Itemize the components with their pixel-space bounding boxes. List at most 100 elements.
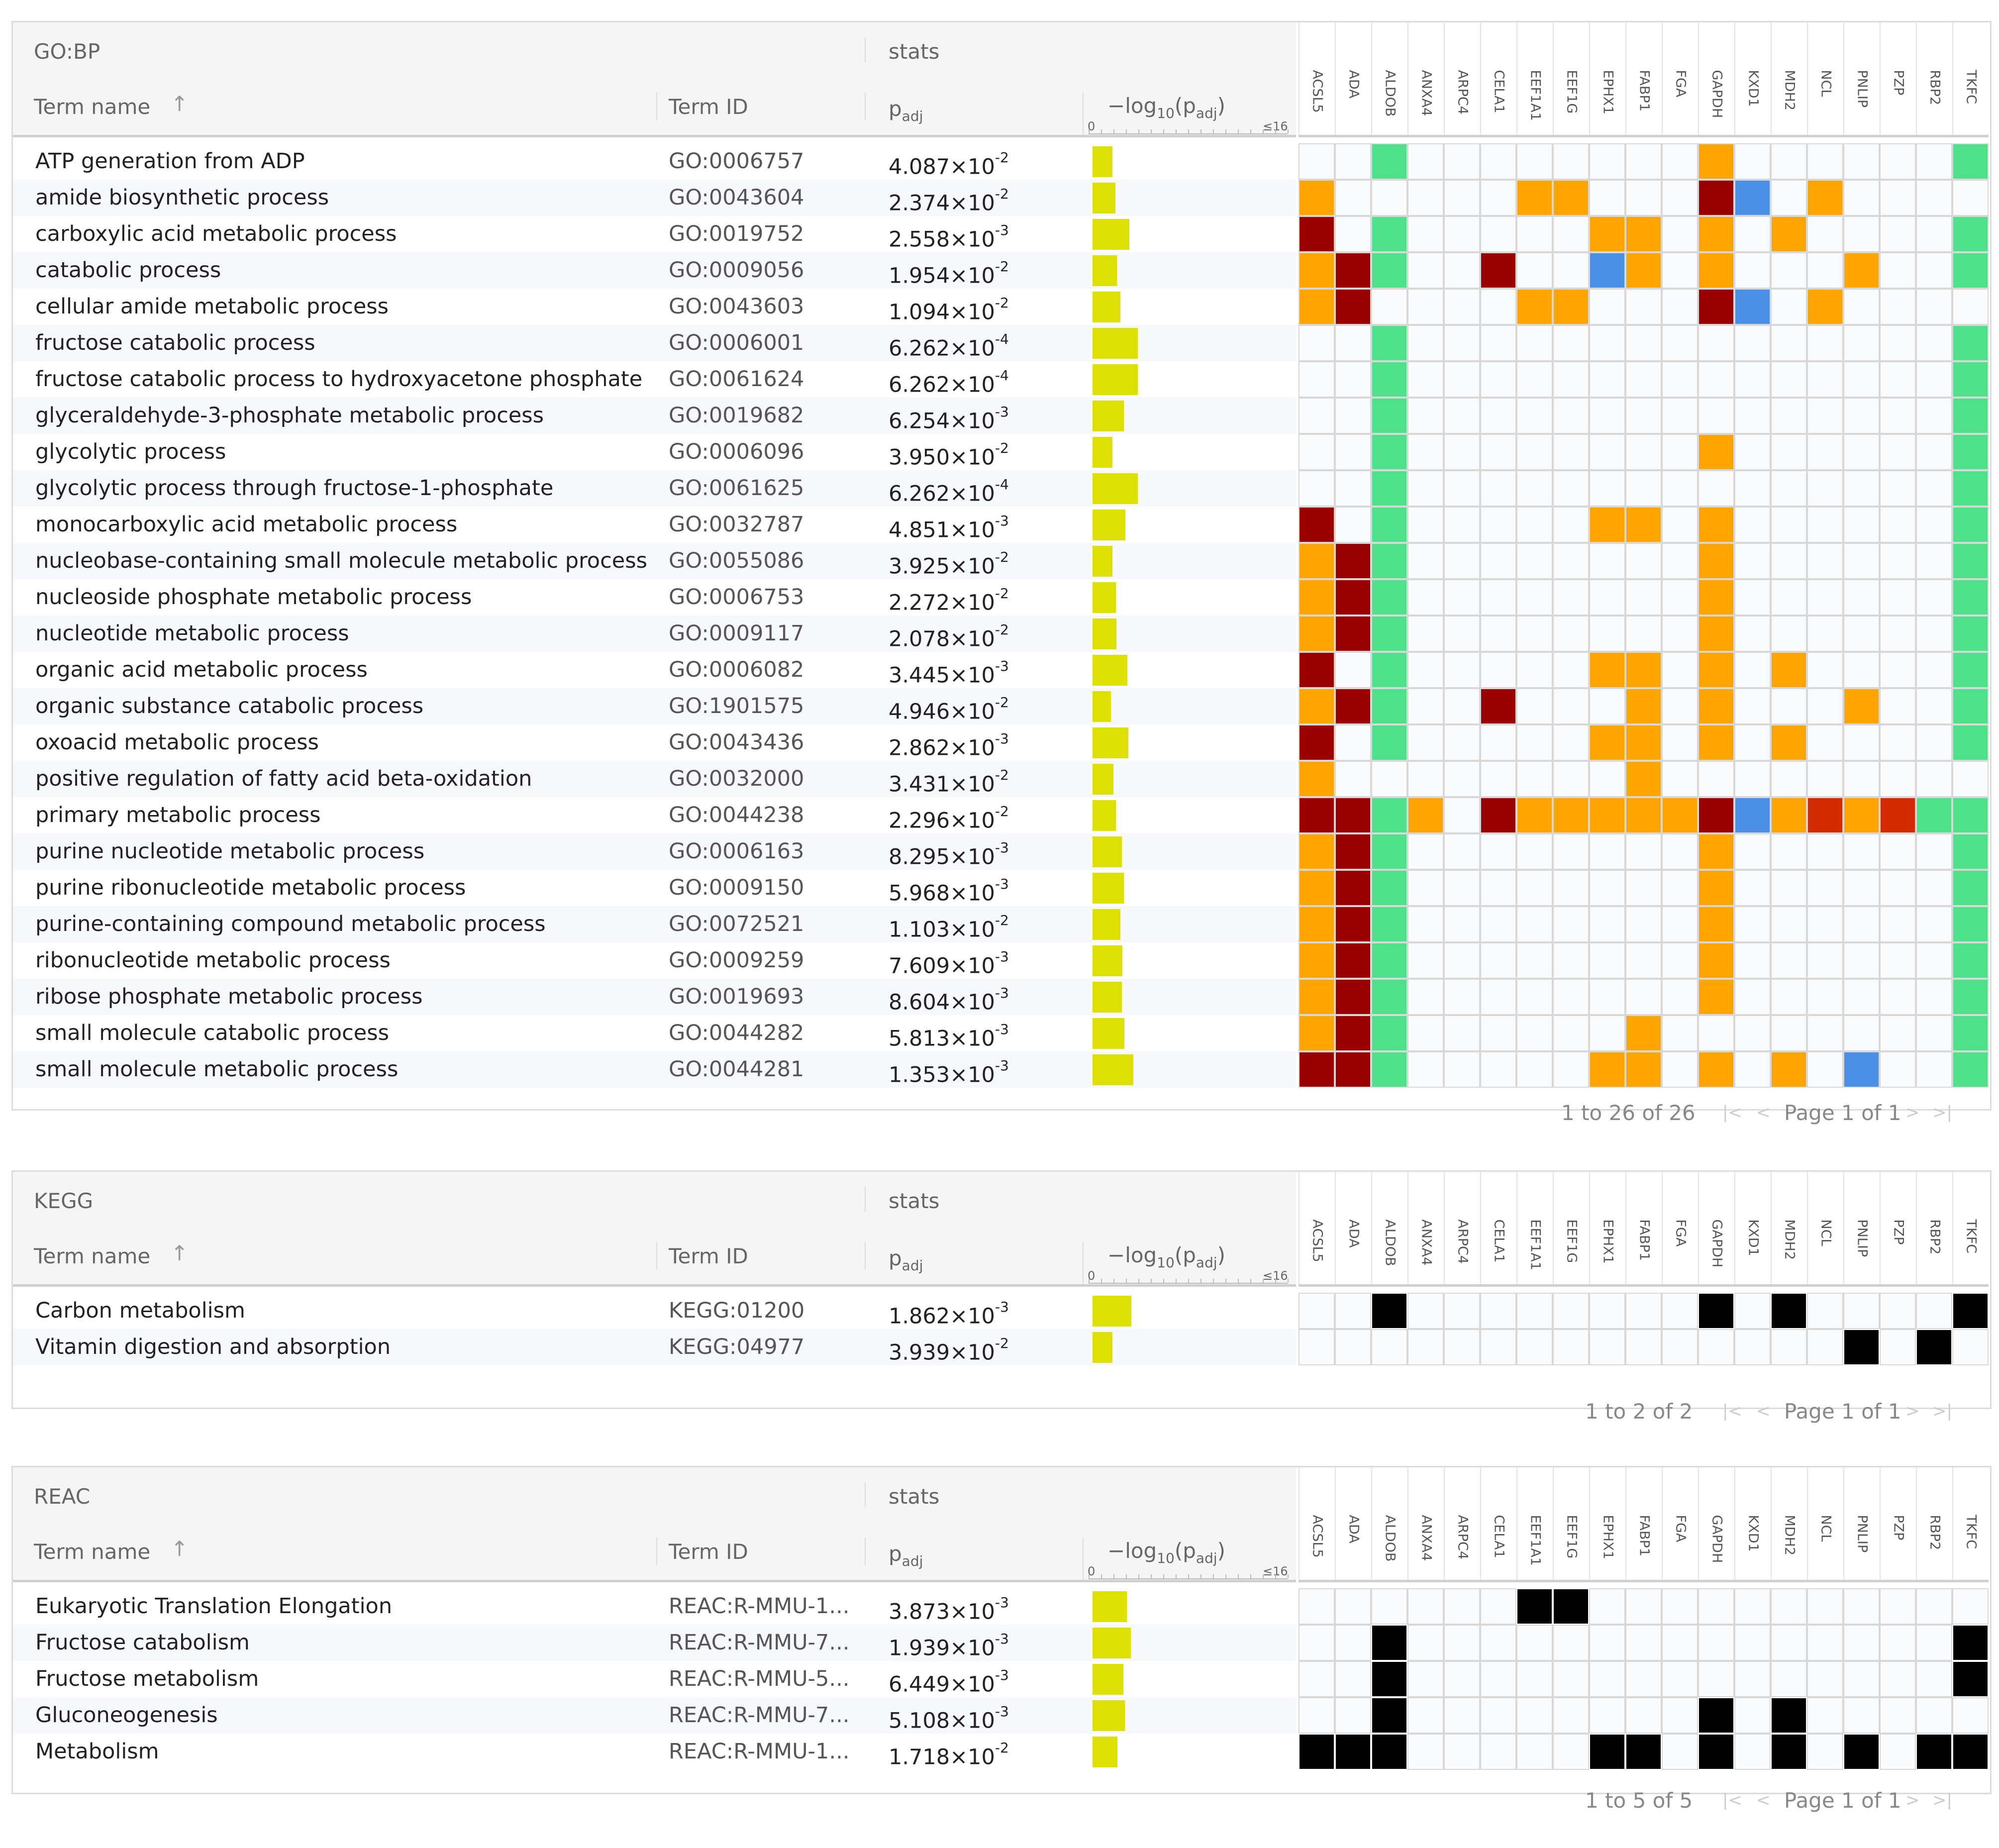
gene-cell-cela1[interactable]	[1480, 398, 1516, 434]
gene-cell-fabp1[interactable]	[1625, 942, 1662, 979]
gene-cell-fabp1[interactable]	[1625, 688, 1662, 724]
gene-cell-ephx1[interactable]	[1589, 761, 1625, 797]
gene-cell-cela1[interactable]	[1480, 688, 1516, 724]
table-row[interactable]: positive regulation of fatty acid beta-o…	[13, 761, 1296, 797]
gene-cell-eef1a1[interactable]	[1516, 688, 1553, 724]
gene-cell-fabp1[interactable]	[1625, 616, 1662, 652]
gene-cell-tkfc[interactable]	[1952, 1661, 1989, 1697]
gene-cell-fabp1[interactable]	[1625, 797, 1662, 833]
gene-cell-tkfc[interactable]	[1952, 652, 1989, 688]
gene-cell-gapdh[interactable]	[1698, 289, 1734, 325]
gene-cell-rbp2[interactable]	[1916, 761, 1952, 797]
gene-cell-fga[interactable]	[1662, 325, 1698, 361]
gene-cell-pnlip[interactable]	[1843, 1697, 1880, 1734]
next-page-button[interactable]: >	[1905, 1103, 1920, 1123]
gene-cell-anxa4[interactable]	[1407, 724, 1444, 761]
first-page-button[interactable]: |<	[1722, 1790, 1742, 1810]
gene-cell-mdh2[interactable]	[1771, 470, 1807, 507]
gene-cell-acsl5[interactable]	[1299, 1625, 1335, 1661]
gene-cell-fabp1[interactable]	[1625, 1015, 1662, 1051]
gene-cell-tkfc[interactable]	[1952, 1015, 1989, 1051]
gene-cell-rbp2[interactable]	[1916, 398, 1952, 434]
gene-cell-pzp[interactable]	[1880, 361, 1916, 398]
gene-cell-anxa4[interactable]	[1407, 252, 1444, 289]
table-row[interactable]: carboxylic acid metabolic process GO:0019…	[13, 216, 1296, 252]
gene-cell-gapdh[interactable]	[1698, 942, 1734, 979]
gene-cell-gapdh[interactable]	[1698, 1051, 1734, 1088]
table-row[interactable]: Eukaryotic Translation Elongation REAC:R-…	[13, 1588, 1296, 1625]
gene-cell-cela1[interactable]	[1480, 1015, 1516, 1051]
gene-cell-rbp2[interactable]	[1916, 870, 1952, 906]
gene-cell-ephx1[interactable]	[1589, 906, 1625, 942]
gene-cell-ephx1[interactable]	[1589, 1588, 1625, 1625]
gene-cell-fga[interactable]	[1662, 289, 1698, 325]
gene-cell-pnlip[interactable]	[1843, 1329, 1880, 1365]
gene-cell-pzp[interactable]	[1880, 398, 1916, 434]
gene-cell-pnlip[interactable]	[1843, 870, 1880, 906]
gene-cell-acsl5[interactable]	[1299, 1015, 1335, 1051]
gene-cell-fga[interactable]	[1662, 434, 1698, 470]
gene-cell-fabp1[interactable]	[1625, 398, 1662, 434]
gene-cell-acsl5[interactable]	[1299, 979, 1335, 1015]
gene-cell-mdh2[interactable]	[1771, 1015, 1807, 1051]
gene-cell-kxd1[interactable]	[1734, 434, 1771, 470]
gene-cell-fga[interactable]	[1662, 143, 1698, 180]
gene-cell-anxa4[interactable]	[1407, 579, 1444, 616]
gene-cell-aldob[interactable]	[1371, 942, 1407, 979]
gene-cell-ephx1[interactable]	[1589, 1329, 1625, 1365]
gene-cell-anxa4[interactable]	[1407, 1329, 1444, 1365]
gene-cell-aldob[interactable]	[1371, 507, 1407, 543]
gene-cell-rbp2[interactable]	[1916, 724, 1952, 761]
table-row[interactable]: Carbon metabolism KEGG:01200 1.862×10-3	[13, 1293, 1296, 1329]
gene-cell-pzp[interactable]	[1880, 434, 1916, 470]
gene-cell-acsl5[interactable]	[1299, 688, 1335, 724]
table-row[interactable]: primary metabolic process GO:0044238 2.296…	[13, 797, 1296, 833]
gene-cell-aldob[interactable]	[1371, 398, 1407, 434]
gene-cell-anxa4[interactable]	[1407, 361, 1444, 398]
gene-cell-eef1g[interactable]	[1553, 1329, 1589, 1365]
gene-cell-pzp[interactable]	[1880, 906, 1916, 942]
gene-cell-gapdh[interactable]	[1698, 1293, 1734, 1329]
gene-cell-rbp2[interactable]	[1916, 1661, 1952, 1697]
gene-cell-pzp[interactable]	[1880, 1697, 1916, 1734]
gene-cell-aldob[interactable]	[1371, 1661, 1407, 1697]
gene-cell-cela1[interactable]	[1480, 652, 1516, 688]
gene-cell-acsl5[interactable]	[1299, 1734, 1335, 1770]
gene-cell-rbp2[interactable]	[1916, 1697, 1952, 1734]
gene-cell-pzp[interactable]	[1880, 797, 1916, 833]
gene-cell-ncl[interactable]	[1807, 398, 1843, 434]
gene-cell-mdh2[interactable]	[1771, 616, 1807, 652]
gene-cell-eef1a1[interactable]	[1516, 979, 1553, 1015]
gene-cell-pzp[interactable]	[1880, 688, 1916, 724]
gene-cell-mdh2[interactable]	[1771, 325, 1807, 361]
gene-cell-eef1a1[interactable]	[1516, 761, 1553, 797]
gene-cell-aldob[interactable]	[1371, 797, 1407, 833]
gene-cell-cela1[interactable]	[1480, 434, 1516, 470]
gene-cell-eef1g[interactable]	[1553, 616, 1589, 652]
gene-cell-fga[interactable]	[1662, 797, 1698, 833]
gene-cell-arpc4[interactable]	[1444, 579, 1480, 616]
gene-cell-eef1g[interactable]	[1553, 652, 1589, 688]
gene-cell-eef1g[interactable]	[1553, 398, 1589, 434]
gene-cell-anxa4[interactable]	[1407, 325, 1444, 361]
gene-cell-ada[interactable]	[1335, 252, 1371, 289]
gene-cell-ncl[interactable]	[1807, 216, 1843, 252]
gene-cell-fga[interactable]	[1662, 398, 1698, 434]
gene-cell-fabp1[interactable]	[1625, 1293, 1662, 1329]
gene-cell-pzp[interactable]	[1880, 870, 1916, 906]
gene-cell-mdh2[interactable]	[1771, 1734, 1807, 1770]
gene-cell-mdh2[interactable]	[1771, 361, 1807, 398]
gene-cell-ephx1[interactable]	[1589, 652, 1625, 688]
gene-cell-ncl[interactable]	[1807, 507, 1843, 543]
gene-cell-ncl[interactable]	[1807, 616, 1843, 652]
gene-cell-eef1a1[interactable]	[1516, 724, 1553, 761]
gene-cell-tkfc[interactable]	[1952, 1625, 1989, 1661]
gene-cell-ada[interactable]	[1335, 361, 1371, 398]
gene-cell-pzp[interactable]	[1880, 289, 1916, 325]
gene-cell-pzp[interactable]	[1880, 1625, 1916, 1661]
gene-cell-ada[interactable]	[1335, 688, 1371, 724]
gene-cell-kxd1[interactable]	[1734, 1625, 1771, 1661]
gene-cell-tkfc[interactable]	[1952, 579, 1989, 616]
gene-cell-cela1[interactable]	[1480, 942, 1516, 979]
gene-cell-rbp2[interactable]	[1916, 797, 1952, 833]
